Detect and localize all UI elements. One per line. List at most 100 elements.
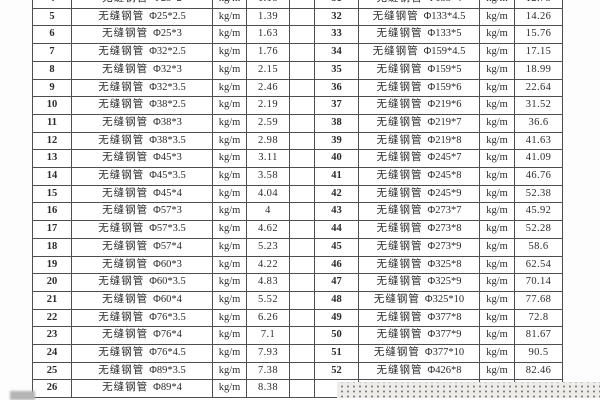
row-number-cell: 25 — [32, 361, 72, 381]
weight-cell: 6.26 — [246, 308, 290, 328]
pipe-name-spec-cell: 无缝钢管 Φ273*8 — [358, 220, 480, 239]
weight-cell: 52.38 — [514, 184, 563, 204]
pipe-name-spec-cell: 无缝钢管 Φ273*9 — [358, 237, 480, 257]
pipe-name-spec-cell: 无缝钢管 Φ133*4.5 — [358, 7, 480, 27]
pipe-spec: Φ25*2 — [153, 0, 182, 4]
spacer-cell — [289, 308, 315, 328]
weight-cell: 77.68 — [514, 290, 563, 310]
row-number-cell: 24 — [32, 344, 72, 363]
pipe-item-label: 无缝钢管 — [376, 152, 423, 164]
weight-cell: 2.46 — [246, 78, 290, 98]
pipe-item-label: 无缝钢管 — [98, 364, 145, 376]
weight-cell: 4.83 — [246, 273, 290, 292]
pipe-spec: Φ38*2.5 — [149, 99, 186, 111]
row-number-cell: 41 — [314, 167, 359, 186]
unit-cell: kg/m — [212, 0, 247, 9]
table-row: 22 无缝钢管 Φ76*3.5 kg/m 6.26 49 无缝钢管 Φ377*8 kg/m 72.… — [32, 308, 563, 328]
row-number-cell: 11 — [32, 113, 72, 133]
weight-cell: 31.52 — [514, 96, 563, 115]
row-number-cell: 19 — [32, 255, 72, 275]
table-row: 20 无缝钢管 Φ60*3.5 kg/m 4.83 47 无缝钢管 Φ325*9 kg/m 70.… — [32, 273, 563, 292]
spacer-cell — [289, 78, 315, 98]
unit-cell: kg/m — [212, 255, 247, 275]
pipe-item-label: 无缝钢管 — [376, 258, 423, 270]
pipe-spec: Φ133*4 — [428, 0, 462, 4]
pipe-item-label: 无缝钢管 — [376, 99, 423, 111]
pipe-spec: Φ377*8 — [427, 311, 462, 323]
spacer-cell — [289, 255, 315, 275]
weight-cell: 7.1 — [246, 326, 290, 346]
pipe-item-label: 无缝钢管 — [376, 170, 423, 182]
weight-cell: 41.09 — [514, 149, 563, 169]
weight-cell: 1.63 — [246, 25, 290, 45]
spacer-cell — [289, 113, 315, 133]
table-row: 15 无缝钢管 Φ45*4 kg/m 4.04 42 无缝钢管 Φ245*9 kg/m 52.38 — [32, 184, 563, 204]
unit-cell: kg/m — [212, 96, 247, 115]
pipe-spec: Φ219*8 — [427, 134, 462, 146]
pipe-spec: Φ426*8 — [427, 364, 462, 376]
spacer-cell — [289, 43, 315, 62]
pipe-name-spec-cell: 无缝钢管 Φ245*8 — [358, 167, 480, 186]
pipe-name-spec-cell: 无缝钢管 Φ245*7 — [358, 149, 480, 169]
unit-cell: kg/m — [479, 220, 515, 239]
pipe-spec: Φ45*3 — [153, 152, 182, 164]
row-number-cell: 48 — [314, 290, 359, 310]
pipe-name-spec-cell: 无缝钢管 Φ377*8 — [358, 308, 480, 328]
row-number-cell: 12 — [32, 131, 72, 151]
pipe-item-label: 无缝钢管 — [102, 205, 149, 217]
pipe-name-spec-cell: 无缝钢管 Φ57*3 — [71, 202, 213, 222]
weight-cell: 5.23 — [246, 237, 290, 257]
pipe-name-spec-cell: 无缝钢管 Φ273*7 — [358, 202, 480, 222]
row-number-cell: 50 — [314, 326, 359, 346]
weight-cell: 36.6 — [514, 113, 563, 133]
pipe-name-spec-cell: 无缝钢管 Φ57*3.5 — [71, 220, 213, 239]
unit-cell: kg/m — [479, 96, 515, 115]
pipe-name-spec-cell: 无缝钢管 Φ45*3.5 — [71, 167, 213, 186]
weight-cell: 22.64 — [514, 78, 563, 98]
pipe-name-spec-cell: 无缝钢管 Φ45*3 — [71, 149, 213, 169]
pipe-spec: Φ377*9 — [427, 329, 462, 341]
pipe-item-label: 无缝钢管 — [102, 258, 149, 270]
spacer-cell — [289, 184, 315, 204]
unit-cell: kg/m — [479, 7, 515, 27]
pipe-name-spec-cell: 无缝钢管 Φ25*3 — [71, 25, 213, 45]
pipe-item-label: 无缝钢管 — [376, 205, 423, 217]
unit-cell: kg/m — [479, 202, 515, 222]
unit-cell: kg/m — [479, 25, 515, 45]
unit-cell: kg/m — [479, 290, 515, 310]
pipe-item-label: 无缝钢管 — [376, 311, 423, 323]
row-number-cell: 32 — [314, 7, 359, 27]
unit-cell: kg/m — [212, 273, 247, 292]
pipe-item-label: 无缝钢管 — [98, 46, 145, 58]
pipe-spec: Φ273*9 — [427, 240, 462, 252]
weight-cell: 2.98 — [246, 131, 290, 151]
unit-cell: kg/m — [212, 78, 247, 98]
pipe-item-label: 无缝钢管 — [102, 152, 149, 164]
weight-cell: 12.73 — [514, 0, 563, 9]
weight-cell: 82.46 — [514, 361, 563, 381]
pipe-name-spec-cell: 无缝钢管 Φ25*2 — [71, 0, 213, 9]
spacer-cell — [289, 25, 315, 45]
pipe-item-label: 无缝钢管 — [376, 223, 423, 235]
pipe-item-label: 无缝钢管 — [377, 0, 423, 4]
row-number-cell: 40 — [314, 149, 359, 169]
pipe-spec: Φ60*3 — [153, 258, 182, 270]
spacer-cell — [289, 202, 315, 222]
weight-cell: 70.14 — [514, 273, 563, 292]
row-number-cell: 6 — [32, 25, 72, 45]
row-number-cell: 20 — [32, 273, 72, 292]
pipe-item-label: 无缝钢管 — [98, 134, 145, 146]
row-number-cell: 23 — [32, 326, 72, 346]
table-row: 14 无缝钢管 Φ45*3.5 kg/m 3.58 41 无缝钢管 Φ245*8 kg/m 46.… — [32, 167, 563, 186]
pipe-item-label: 无缝钢管 — [102, 116, 149, 128]
pipe-spec: Φ25*2.5 — [149, 10, 186, 22]
pipe-name-spec-cell: 无缝钢管 Φ325*9 — [358, 273, 480, 292]
pipe-spec: Φ159*5 — [427, 63, 462, 75]
unit-cell: kg/m — [212, 149, 247, 169]
pipe-item-label: 无缝钢管 — [376, 134, 423, 146]
unit-cell: kg/m — [212, 131, 247, 151]
pipe-item-label: 无缝钢管 — [376, 364, 423, 376]
pipe-item-label: 无缝钢管 — [376, 329, 423, 341]
weight-cell: 7.38 — [246, 361, 290, 381]
weight-cell: 18.99 — [514, 60, 563, 80]
